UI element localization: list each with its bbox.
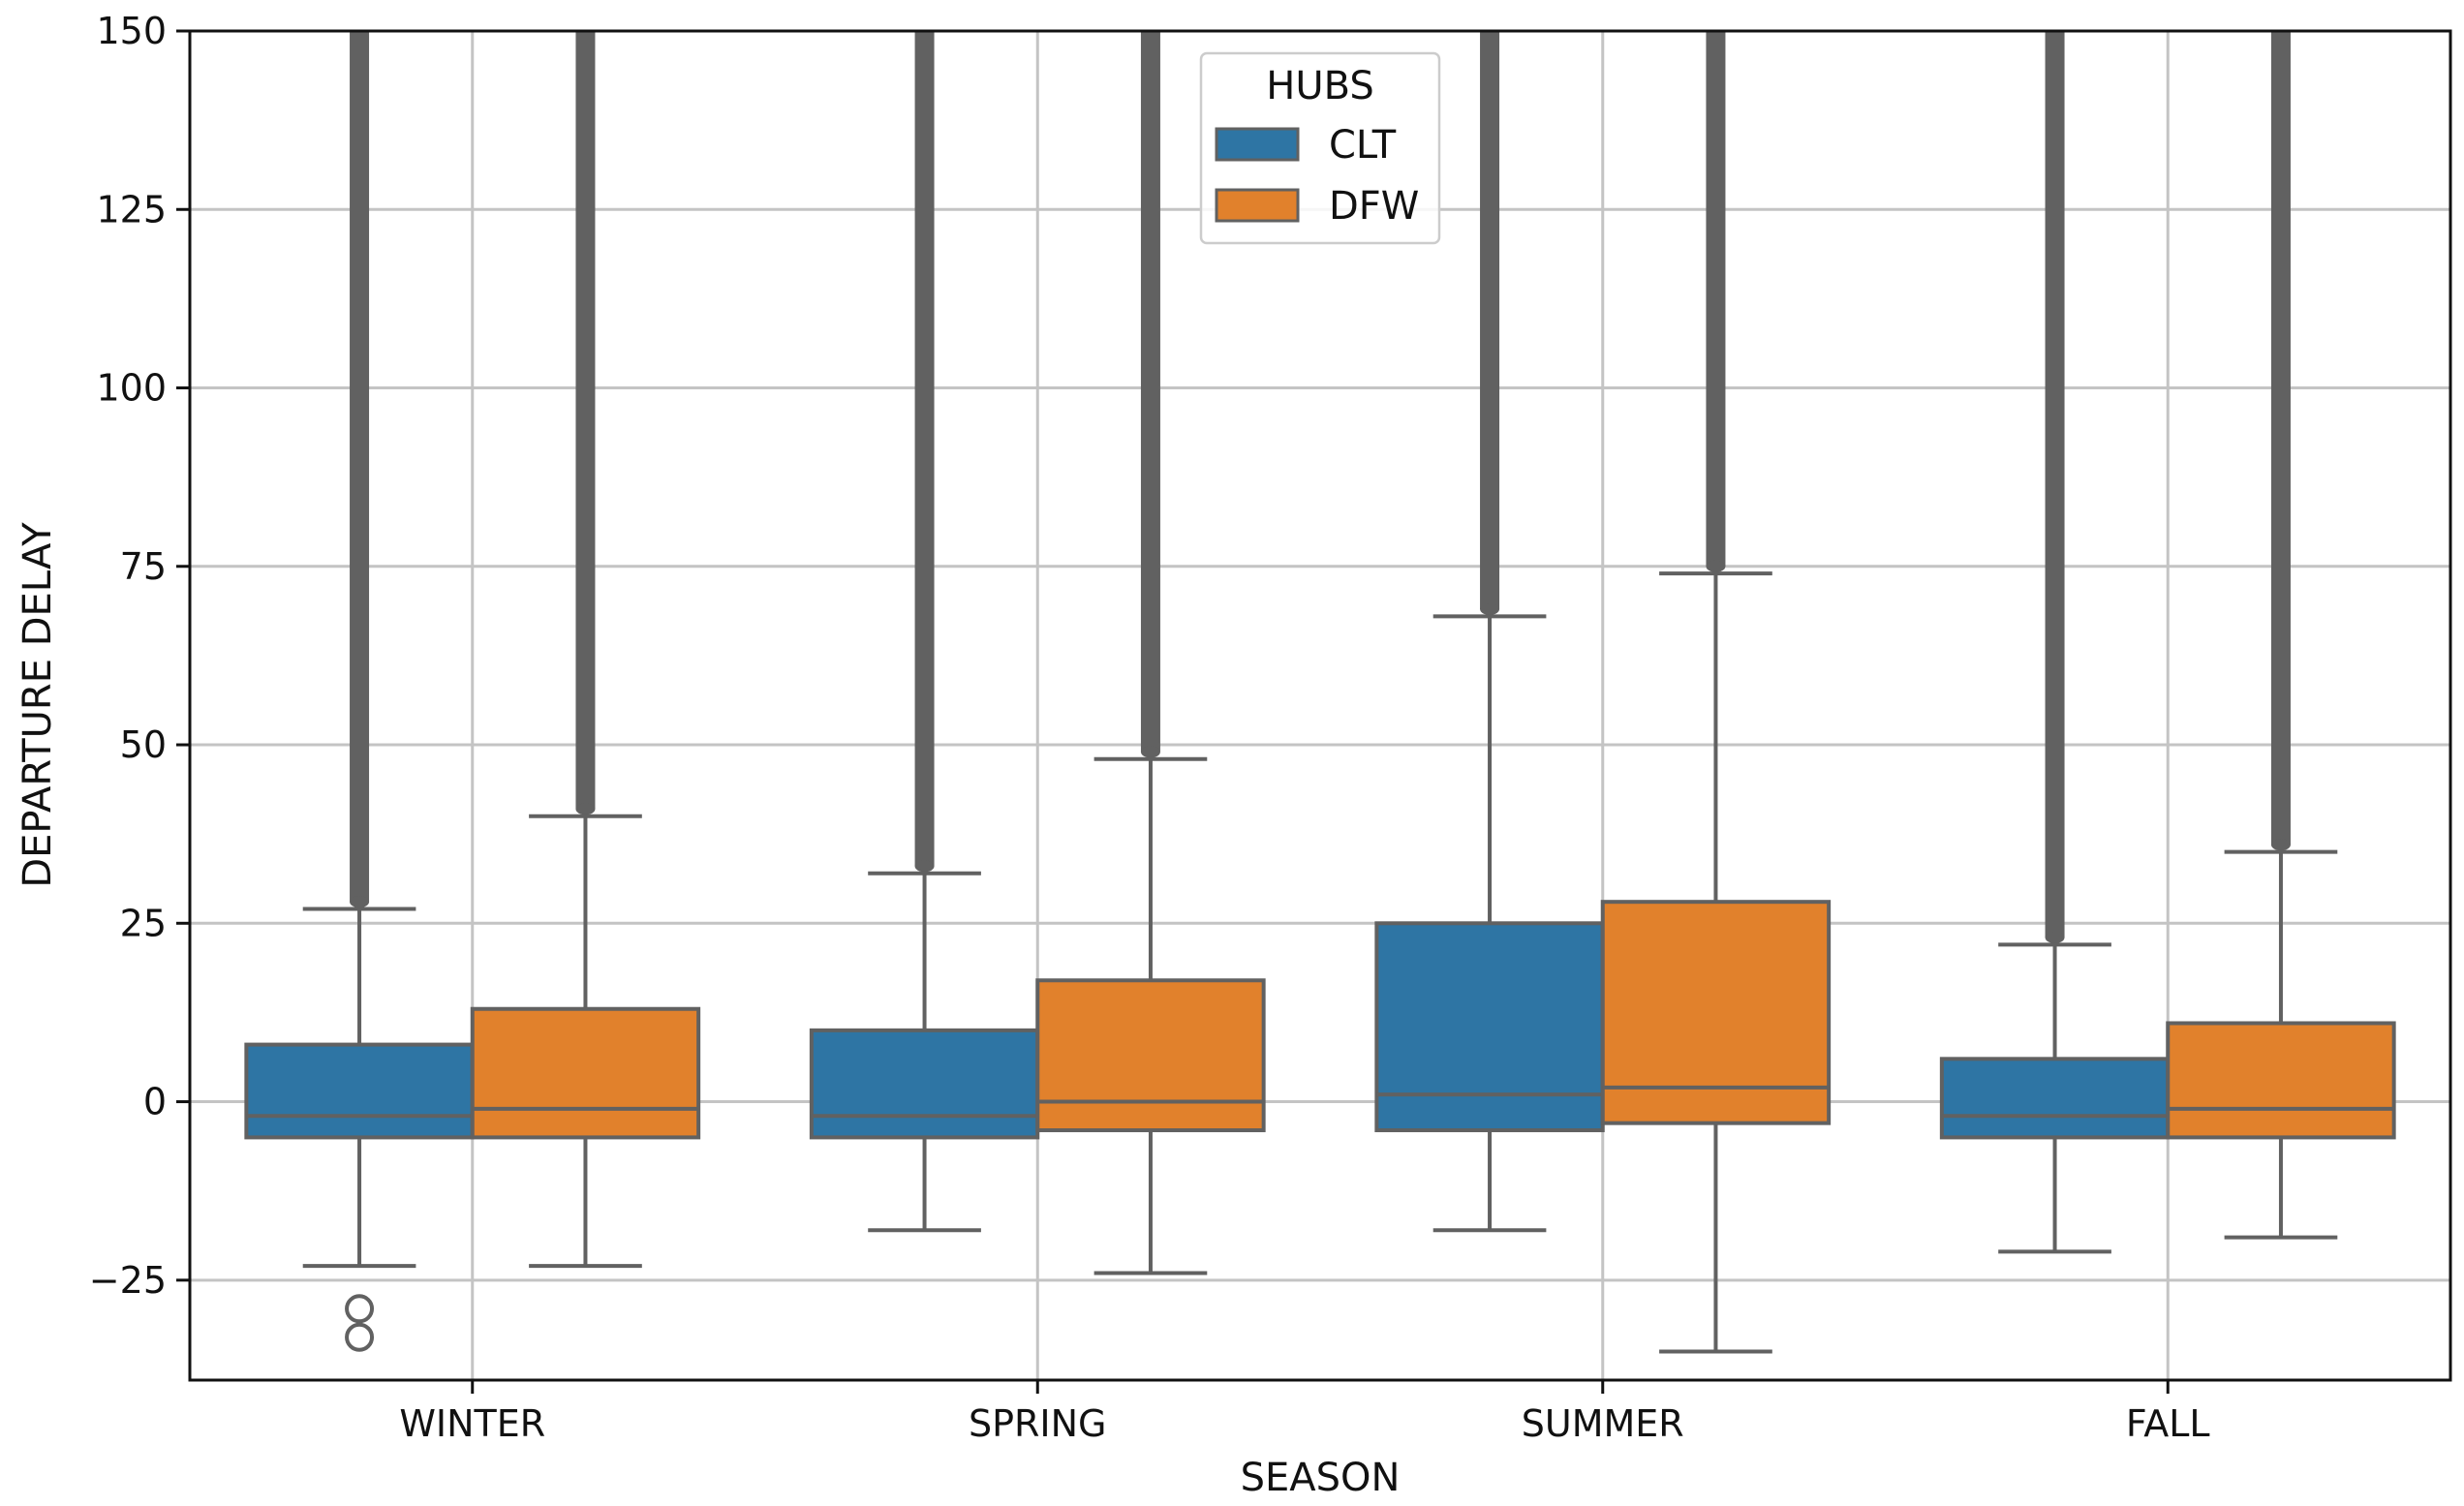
outlier-column [1480,31,1500,609]
box-dfw-summer [1600,31,1832,1354]
box-layer [244,31,2396,1354]
y-axis-title: DEPARTURE DELAY [15,522,60,888]
outlier-column [350,31,370,903]
y-tick-label: 0 [143,1081,167,1123]
x-axis-title: SEASON [1241,1456,1401,1500]
outlier-column [2270,31,2291,845]
y-tick-label: 125 [96,188,167,231]
outlier-cluster-end [575,803,596,815]
tick-layer: −25 0 25 50 75 100 125 150 WINTER SPRING SUMMER FAL… [89,10,2210,1445]
y-tick-label: 75 [120,545,167,588]
outlier-column [575,31,596,810]
iqr-box [2166,1021,2396,1140]
iqr-box [1600,900,1832,1125]
outlier-point [345,1322,375,1352]
legend-label-dfw: DFW [1329,184,1419,229]
box-dfw-spring [1035,31,1266,1275]
iqr-box [809,1028,1040,1140]
y-tick-label: 150 [96,10,167,52]
legend-label-clt: CLT [1329,123,1397,168]
box-clt-summer [1374,31,1605,1233]
outlier-cluster-end [914,860,935,873]
y-tick-label: 25 [120,902,167,944]
iqr-box [470,1006,701,1140]
plot-area-frame [188,29,2452,1382]
outlier-cluster-end [1480,603,1500,615]
outlier-cluster-end [2270,839,2291,851]
outlier-cluster-end [350,896,370,908]
y-tick-label: 50 [120,723,167,766]
x-tick-label: WINTER [399,1402,545,1445]
x-tick-label: SUMMER [1522,1402,1684,1445]
outlier-column [1140,31,1160,753]
outlier-point [345,1294,375,1324]
outlier-cluster-end [2045,932,2065,944]
legend-title: HUBS [1266,64,1373,108]
iqr-box [244,1042,475,1140]
box-clt-fall [1939,31,2171,1254]
iqr-box [1374,921,1605,1133]
outlier-column [2045,31,2065,938]
outlier-cluster-end [1706,560,1726,572]
box-clt-spring [809,31,1040,1233]
box-dfw-fall [2166,31,2396,1240]
box-clt-winter [244,31,475,1352]
outlier-column [914,31,935,867]
legend-swatch-clt [1215,127,1300,162]
outlier-cluster-end [1140,746,1160,758]
x-tick-label: FALL [2126,1402,2210,1445]
x-tick-label: SPRING [969,1402,1107,1445]
box-dfw-winter [470,31,701,1269]
legend-swatch-dfw [1215,188,1300,223]
y-tick-label: 100 [96,367,167,410]
iqr-box [1035,978,1266,1133]
iqr-box [1939,1057,2171,1140]
y-tick-label: −25 [89,1259,167,1302]
legend: HUBS CLT DFW [1199,51,1441,245]
outlier-column [1706,31,1726,567]
